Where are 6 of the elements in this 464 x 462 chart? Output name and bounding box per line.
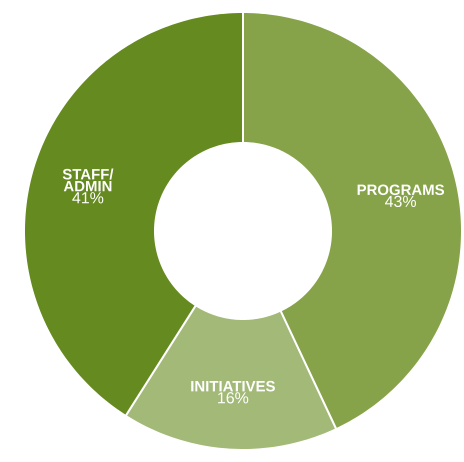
- data-label: 43%: [385, 196, 416, 208]
- slice-label: INITIATIVES: [191, 380, 275, 392]
- slice-label: STAFF/ ADMIN: [62, 168, 114, 192]
- slice-label: PROGRAMS: [358, 184, 444, 196]
- data-label: 16%: [218, 392, 248, 404]
- data-label: 41%: [72, 192, 104, 204]
